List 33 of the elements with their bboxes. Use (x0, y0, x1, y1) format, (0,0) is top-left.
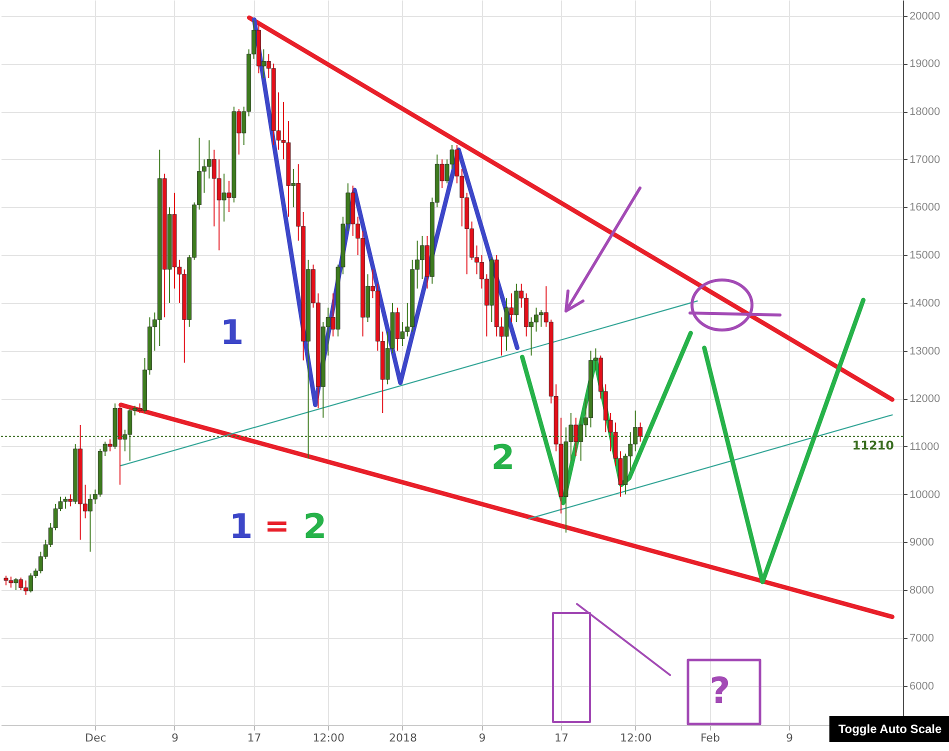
x-tick-label: 9 (786, 732, 793, 744)
x-tick-label: Feb (700, 732, 720, 744)
x-tick-label: 2018 (388, 732, 417, 744)
y-tick-label: 19000 (910, 58, 940, 70)
annotation: = (264, 509, 290, 544)
y-tick-label: 14000 (910, 297, 940, 310)
x-tick-label: Dec (85, 732, 106, 744)
annotation: 1 (220, 313, 244, 353)
x-tick-label: 17 (554, 732, 569, 744)
y-tick-label: 20000 (910, 10, 940, 22)
y-tick-label: 13000 (910, 345, 940, 358)
y-tick-label: 16000 (910, 202, 940, 214)
x-tick-label: 12:00 (620, 732, 652, 744)
y-tick-label: 17000 (910, 154, 940, 166)
y-tick-label: 18000 (910, 106, 940, 118)
annotation: 1 (229, 507, 253, 547)
x-tick-label: 9 (478, 732, 486, 744)
y-tick-label: 15000 (910, 250, 940, 262)
y-tick-label: 8000 (910, 584, 934, 597)
annotation: 2 (491, 438, 515, 478)
annotation: ? (710, 671, 730, 712)
annotation: 2 (303, 507, 327, 547)
y-tick-label: 10000 (910, 488, 940, 501)
x-tick-label: 17 (247, 732, 262, 744)
ref-line-label: 11210 (852, 438, 894, 452)
x-tick-label: 9 (171, 732, 178, 744)
x-tick-label: 12:00 (312, 732, 344, 744)
y-tick-label: 7000 (910, 632, 934, 644)
y-tick-label: 9000 (910, 536, 934, 549)
annotation: Toggle Auto Scale (829, 716, 949, 742)
y-tick-label: 6000 (910, 680, 934, 692)
y-tick-label: 12000 (910, 393, 940, 406)
y-tick-label: 11000 (910, 440, 940, 453)
